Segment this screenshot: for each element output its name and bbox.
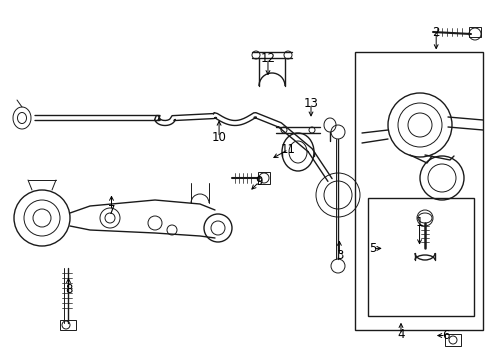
Text: 11: 11 <box>281 143 295 156</box>
Text: 6: 6 <box>441 329 449 342</box>
Text: 8: 8 <box>64 283 72 296</box>
Text: 3: 3 <box>335 249 343 262</box>
Text: 13: 13 <box>303 97 318 110</box>
Text: 1: 1 <box>415 216 423 229</box>
Text: 2: 2 <box>431 26 439 39</box>
Text: 7: 7 <box>107 204 115 217</box>
Text: 4: 4 <box>396 328 404 341</box>
Bar <box>367 198 473 316</box>
Text: 12: 12 <box>260 52 275 65</box>
Bar <box>354 52 482 330</box>
Bar <box>60 320 76 330</box>
Bar <box>258 172 269 184</box>
Text: 5: 5 <box>368 242 376 255</box>
Bar <box>444 334 460 346</box>
Text: 10: 10 <box>211 131 226 144</box>
Text: 9: 9 <box>255 175 263 188</box>
Bar <box>468 27 480 37</box>
